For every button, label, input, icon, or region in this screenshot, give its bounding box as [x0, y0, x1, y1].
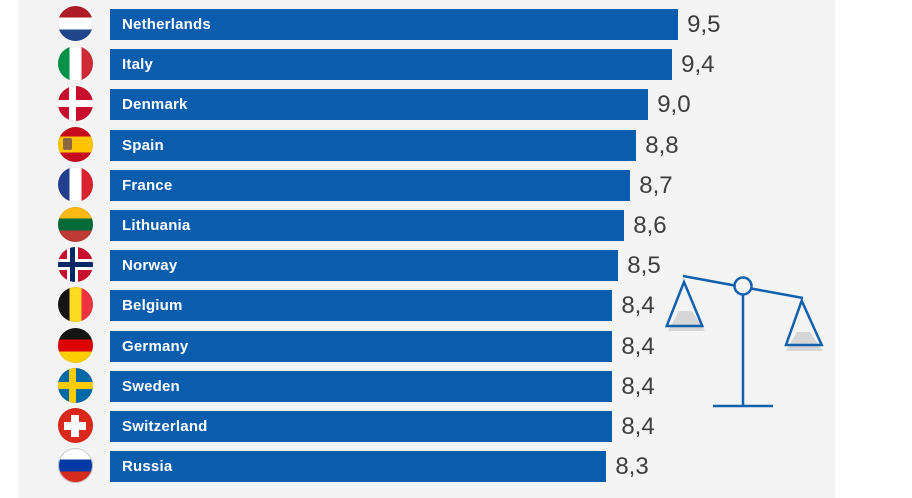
belgium-flag-icon: [57, 287, 93, 323]
flag-plus-horizontal: [64, 421, 86, 430]
bar-belgium: Belgium: [110, 290, 613, 322]
country-label-spain: Spain: [122, 136, 164, 154]
value-label-netherlands: 9,5: [687, 11, 721, 38]
scale-right-pan-icon: [784, 297, 824, 347]
bar-lithuania: Lithuania: [110, 210, 625, 241]
bar-spain: Spain: [110, 129, 637, 161]
bar-france: France: [110, 169, 631, 201]
bar-italy: Italy: [110, 49, 673, 81]
bar-switzerland: Switzerland: [110, 411, 613, 442]
france-flag-icon: [57, 166, 93, 202]
value-label-italy: 9,4: [681, 51, 715, 79]
value-label-spain: 8,8: [645, 131, 679, 159]
country-label-italy: Italy: [122, 56, 154, 74]
country-label-netherlands: Netherlands: [122, 16, 211, 33]
value-label-france: 8,7: [639, 171, 673, 199]
value-label-norway: 8,5: [627, 252, 661, 280]
country-label-germany: Germany: [122, 337, 189, 355]
country-label-sweden: Sweden: [122, 377, 180, 395]
bar-sweden: Sweden: [110, 370, 613, 402]
switzerland-flag-icon: [57, 408, 93, 443]
value-label-switzerland: 8,4: [621, 413, 655, 440]
value-label-lithuania: 8,6: [633, 212, 667, 239]
flag-coat-of-arms: [62, 137, 72, 150]
country-label-norway: Norway: [122, 257, 178, 275]
country-label-denmark: Denmark: [122, 96, 188, 114]
bar-russia: Russia: [110, 451, 607, 483]
italy-flag-icon: [57, 46, 93, 82]
bar-denmark: Denmark: [110, 89, 649, 121]
country-label-lithuania: Lithuania: [122, 217, 191, 234]
germany-flag-icon: [57, 327, 93, 363]
country-label-belgium: Belgium: [122, 297, 183, 315]
norway-flag-icon: [57, 247, 93, 283]
denmark-flag-icon: [57, 86, 93, 122]
country-label-russia: Russia: [122, 458, 173, 476]
country-label-switzerland: Switzerland: [122, 418, 208, 435]
russia-flag-icon: [57, 448, 93, 484]
value-label-sweden: 8,4: [621, 372, 655, 400]
scale-left-pan-icon: [664, 278, 705, 328]
value-label-germany: 8,4: [621, 332, 655, 360]
country-label-france: France: [122, 176, 173, 194]
lithuania-flag-icon: [57, 207, 93, 242]
flag-cross-inner-horizontal: [57, 262, 93, 268]
bar-norway: Norway: [110, 250, 619, 282]
scale-pivot-circle: [733, 276, 753, 296]
sweden-flag-icon: [57, 367, 93, 403]
bar-germany: Germany: [110, 330, 613, 362]
bar-netherlands: Netherlands: [110, 9, 679, 40]
flag-cross-horizontal: [57, 381, 93, 389]
balance-scale-icon: [664, 274, 824, 408]
spain-flag-icon: [57, 126, 93, 162]
value-label-belgium: 8,4: [621, 292, 655, 320]
netherlands-flag-icon: [57, 6, 93, 41]
flag-cross-horizontal: [57, 100, 93, 108]
value-label-russia: 8,3: [615, 453, 649, 481]
value-label-denmark: 9,0: [657, 91, 691, 119]
